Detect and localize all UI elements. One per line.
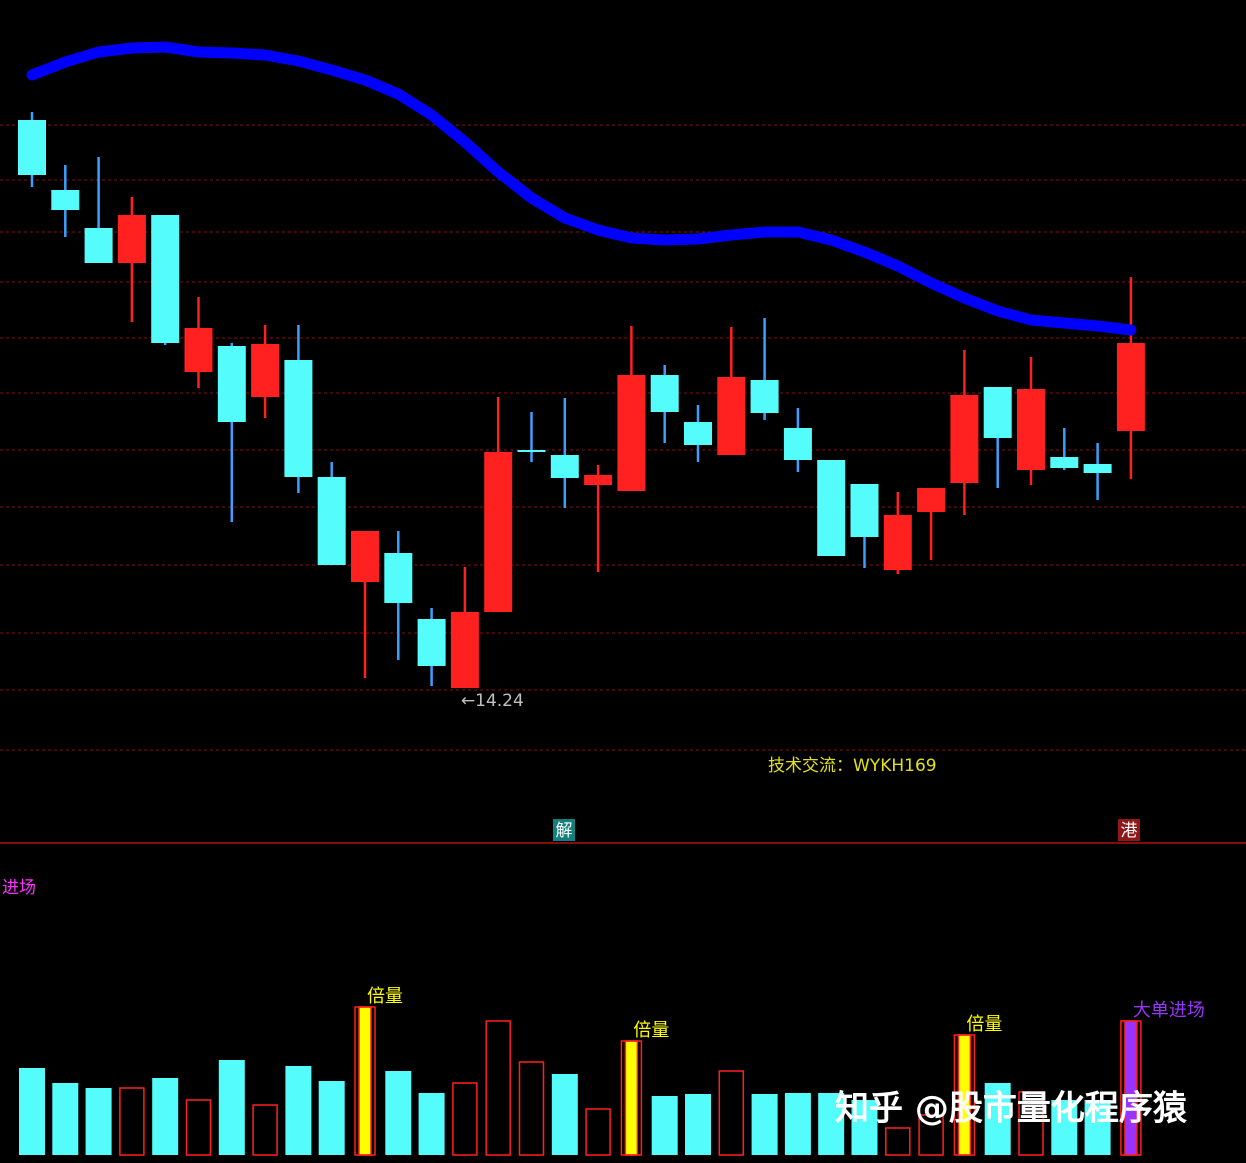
volume-bar: [651, 1096, 678, 1155]
candle-body: [217, 346, 246, 422]
candle-body: [1017, 389, 1045, 470]
marker-box: [1118, 819, 1140, 841]
marker-box: [553, 819, 575, 841]
volume-bar-outline: [620, 1040, 643, 1156]
volume-bar: [784, 1093, 811, 1155]
volume-bar: [1084, 1100, 1111, 1155]
candle-body: [184, 328, 213, 372]
candle-body: [650, 375, 679, 412]
candle-body: [417, 619, 446, 666]
candle-body: [783, 428, 812, 460]
volume-bar: [152, 1078, 179, 1155]
candle-body: [883, 515, 912, 570]
volume-label: 倍量: [367, 986, 403, 1007]
candle-body: [484, 452, 513, 612]
volume-bar: [1018, 1091, 1044, 1156]
volume-bar: [818, 1093, 845, 1155]
volume-bar-outline: [1120, 1020, 1142, 1156]
volume-bar-outline: [354, 1006, 376, 1156]
watermark: 知乎 @股市量化程序猿: [835, 1089, 1188, 1129]
volume-bar: [851, 1100, 878, 1155]
volume-bar: [551, 1074, 578, 1155]
volume-bar: [984, 1083, 1011, 1155]
volume-label: 大单进场: [1133, 1000, 1205, 1021]
candle-body: [517, 450, 546, 452]
volume-bar: [19, 1068, 45, 1155]
volume-label: 倍量: [633, 1020, 669, 1041]
candle-body: [817, 460, 846, 556]
candle-body: [717, 377, 746, 455]
candle-body: [983, 387, 1012, 438]
candle-body: [850, 484, 879, 537]
volume-bar: [318, 1081, 345, 1155]
candle-body: [1050, 457, 1079, 468]
candle-body: [1083, 464, 1112, 473]
volume-bar: [385, 1071, 412, 1155]
volume-label: 倍量: [966, 1014, 1002, 1035]
candle-body: [384, 553, 413, 603]
volume-bar: [218, 1060, 245, 1155]
volume-bar: [918, 1114, 944, 1156]
contact-note: 技术交流：WYKH169: [768, 756, 937, 776]
volume-bar: [358, 1006, 372, 1156]
volume-bar: [452, 1082, 478, 1156]
candle-body: [684, 422, 712, 445]
candle-body: [117, 215, 146, 263]
candle-body: [1116, 343, 1145, 431]
volume-bar: [52, 1083, 79, 1155]
volume-bar: [85, 1088, 112, 1155]
candle-body: [584, 475, 613, 485]
volume-bar: [1051, 1100, 1078, 1155]
volume-bar: [751, 1094, 778, 1155]
candle-body: [51, 190, 80, 210]
volume-bar: [119, 1087, 145, 1156]
candle-body: [750, 380, 779, 413]
volume-bar: [485, 1020, 511, 1156]
volume-bar: [585, 1108, 611, 1156]
volume-bar: [518, 1061, 545, 1156]
marker: 港: [1121, 821, 1138, 841]
volume-bar: [718, 1070, 745, 1156]
volume-bar-outline: [953, 1034, 976, 1156]
volume-bar: [252, 1104, 278, 1156]
candle-body: [84, 228, 113, 263]
volume-bar: [285, 1066, 312, 1155]
volume-bar: [624, 1040, 639, 1156]
candle-body: [917, 488, 946, 512]
volume-title: 进场: [2, 878, 36, 898]
candle-body: [151, 215, 180, 343]
candle-body: [450, 612, 479, 688]
candle-body: [251, 344, 280, 397]
low-label: ←14.24: [461, 691, 524, 711]
candle-body: [18, 120, 46, 175]
volume-bar: [885, 1127, 911, 1156]
moving-average: [26, 41, 1137, 336]
volume-bar: [185, 1099, 212, 1156]
candle-body: [950, 395, 979, 483]
candle-body: [284, 360, 313, 477]
marker: 解: [556, 821, 573, 841]
volume-bar: [418, 1093, 445, 1155]
candle-body: [351, 531, 379, 582]
volume-bar: [685, 1094, 711, 1155]
candle-body: [617, 375, 646, 491]
candle-body: [550, 455, 579, 478]
candle-body: [317, 477, 346, 565]
